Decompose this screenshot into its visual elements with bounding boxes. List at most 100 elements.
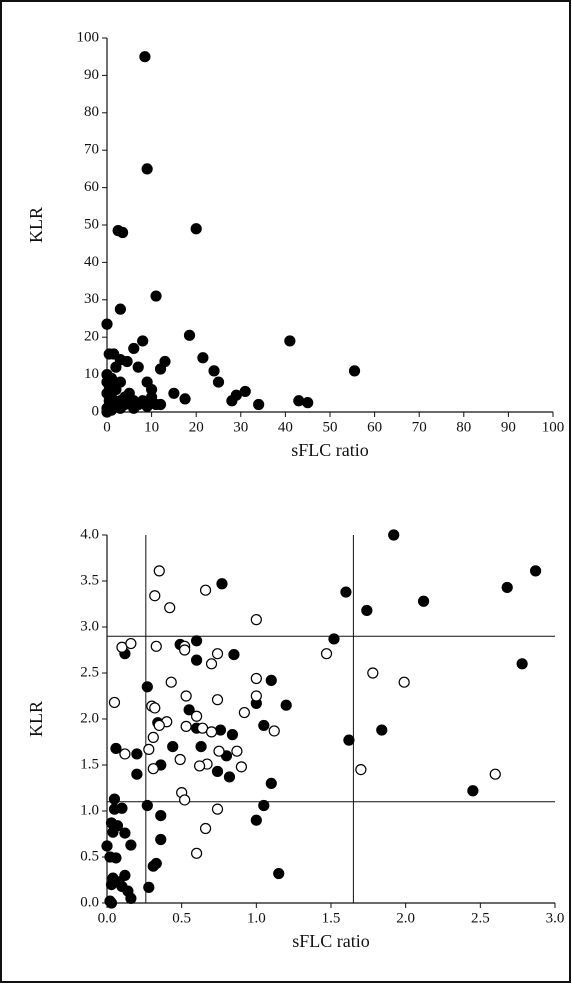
scatter-point [199,584,212,596]
scatter-point [105,383,118,396]
scatter-point [348,365,361,377]
scatter-point [147,763,159,775]
y-tick-label: 10 [84,366,99,382]
scatter-point [141,400,153,412]
x-tick-label: 1.0 [247,910,266,926]
scatter-point [355,763,367,776]
scatter-point [108,696,121,709]
scatter-point [211,803,224,815]
x-axis-title: sFLC ratio [291,440,369,460]
scatter-point [155,809,167,822]
scatter-point [141,681,153,693]
scatter-point [179,644,191,656]
scatter-point [105,897,118,909]
x-tick-label: 100 [542,419,565,435]
scatter-point [183,704,195,716]
scatter-point [116,802,128,814]
scatter-point [179,794,191,806]
scatter-point [223,771,236,783]
scatter-point [489,768,501,780]
x-tick-label: 50 [323,419,338,435]
scatter-point [153,719,165,732]
scatter-point [265,777,277,790]
scatter-point [150,290,162,302]
scatter-point [125,637,137,650]
y-tick-label: 20 [84,329,99,345]
y-tick-label: 0.5 [80,848,99,864]
y-tick-label: 90 [84,67,99,83]
scatter-point [191,654,203,666]
scatter-point [467,785,479,797]
scatter-point [250,672,262,685]
scatter-point [174,753,186,766]
scatter-point [131,768,143,780]
y-tick-label: 80 [84,104,99,120]
x-axis-title: sFLC ratio [292,931,370,951]
scatter-point [216,578,228,590]
y-tick-label: 3.5 [80,572,99,588]
scatter-point [128,342,140,355]
scatter-point [226,729,239,741]
scatter-point [361,604,373,617]
scatter-point [117,226,129,239]
scatter-point [190,223,202,235]
scatter-point [143,743,155,755]
scatter-point [191,847,203,859]
y-tick-label: 40 [84,254,99,270]
scatter-point [199,822,212,835]
y-tick-label: 0 [92,403,100,419]
scatter-point [367,667,379,679]
y-tick-label: 2.0 [80,710,99,726]
scatter-point [131,748,143,760]
scatter-point [529,565,542,577]
scatter-point [121,355,133,368]
scatter-point [302,397,314,409]
scatter-point [205,726,218,738]
scatter-point [147,860,159,872]
scatter-point [213,745,225,757]
scatter-point [125,892,137,905]
scatter-point [105,404,118,416]
scatter-point [258,799,270,812]
scatter-point [125,839,137,851]
x-tick-label: 70 [412,419,427,435]
x-tick-label: 90 [501,419,516,435]
scatter-point [340,586,352,598]
scatter-point [164,602,176,614]
scatter-point [132,361,144,373]
scatter-point [228,648,240,661]
scatter-point [110,361,122,373]
y-tick-label: 1.5 [80,756,99,772]
scatter-point [343,734,355,746]
scatter-point [268,725,280,737]
scatter-point [119,398,131,411]
scatter-point [191,635,203,647]
scatter-point [114,303,126,315]
scatter-point [193,760,206,772]
x-tick-label: 30 [233,419,248,435]
scatter-point [101,840,113,852]
scatter-point [238,706,250,719]
scatter-point [132,398,144,411]
y-axis-title: KLR [26,701,46,737]
y-tick-label: 3.0 [80,618,99,634]
scatter-point [197,352,209,364]
scatter-point [103,395,115,407]
scatter-point [110,742,122,755]
x-tick-label: 2.5 [471,910,490,926]
scatter-point [250,614,262,626]
scatter-point [167,740,179,753]
y-tick-label: 60 [84,179,99,195]
x-tick-label: 2.0 [396,910,415,926]
x-tick-label: 20 [189,419,204,435]
y-tick-label: 30 [84,291,99,307]
y-tick-label: 4.0 [80,526,99,542]
scatter-point [110,852,122,864]
scatter-point [191,710,203,722]
x-tick-label: 0 [103,419,111,435]
scatter-point [137,335,149,347]
y-tick-label: 50 [84,216,99,232]
scatter-point [165,676,177,688]
x-tick-label: 10 [144,419,159,435]
